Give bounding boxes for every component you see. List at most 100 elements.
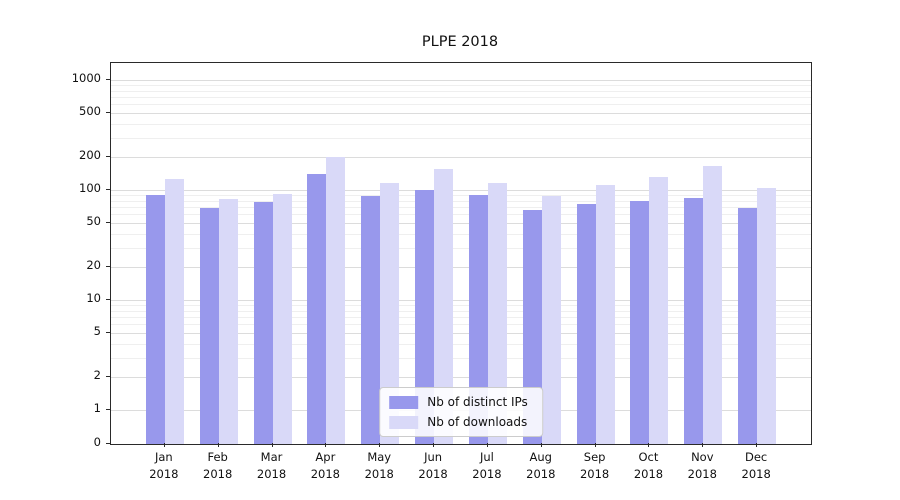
y-tick-mark xyxy=(106,222,110,224)
major-gridline-5 xyxy=(111,333,811,335)
legend: Nb of distinct IPs Nb of downloads xyxy=(379,387,543,437)
minor-gridline xyxy=(111,317,811,319)
minor-gridline xyxy=(111,214,811,216)
major-gridline-1000 xyxy=(111,80,811,81)
minor-gridline xyxy=(111,357,811,359)
minor-gridline xyxy=(111,200,811,202)
x-tick-label-sep-2018: Sep 2018 xyxy=(579,450,610,481)
minor-gridline xyxy=(111,137,811,139)
bar-distinct-ips-jan-2018 xyxy=(145,195,165,444)
y-tick-mark xyxy=(106,112,110,114)
y-tick-label-0: 0 xyxy=(93,435,101,449)
bar-distinct-ips-apr-2018 xyxy=(307,173,327,444)
x-tick-mark xyxy=(217,443,219,447)
y-tick-label-1: 1 xyxy=(93,401,101,415)
major-gridline-20 xyxy=(111,266,811,268)
y-tick-label-100: 100 xyxy=(79,181,101,195)
legend-label-downloads: Nb of downloads xyxy=(427,415,528,429)
x-tick-label-feb-2018: Feb 2018 xyxy=(203,450,233,481)
bar-distinct-ips-feb-2018 xyxy=(199,208,219,444)
y-tick-label-2: 2 xyxy=(93,367,101,382)
x-tick-mark xyxy=(379,443,381,447)
minor-gridline xyxy=(111,85,811,87)
minor-gridline xyxy=(111,305,811,307)
y-tick-mark xyxy=(106,265,110,267)
major-gridline-10 xyxy=(111,300,811,301)
bar-downloads-aug-2018 xyxy=(541,195,561,444)
x-tick-mark xyxy=(540,443,542,447)
x-tick-mark xyxy=(756,443,758,447)
x-tick-mark xyxy=(486,443,488,447)
bar-downloads-jan-2018 xyxy=(164,179,184,444)
bar-downloads-mar-2018 xyxy=(272,193,292,444)
x-tick-mark xyxy=(163,443,165,447)
minor-gridline xyxy=(111,310,811,312)
bar-distinct-ips-sep-2018 xyxy=(576,204,596,444)
x-tick-label-mar-2018: Mar 2018 xyxy=(256,450,287,481)
bar-downloads-oct-2018 xyxy=(649,177,669,444)
x-tick-label-dec-2018: Dec 2018 xyxy=(741,450,771,481)
bar-downloads-feb-2018 xyxy=(218,199,238,444)
legend-label-distinct-ips: Nb of distinct IPs xyxy=(427,395,528,409)
y-tick-mark xyxy=(106,189,110,190)
minor-gridline xyxy=(111,104,811,106)
bar-downloads-apr-2018 xyxy=(326,156,346,444)
major-gridline-500 xyxy=(111,113,811,115)
y-tick-mark xyxy=(106,155,110,157)
bar-distinct-ips-dec-2018 xyxy=(738,208,758,444)
bar-downloads-jul-2018 xyxy=(487,183,507,444)
x-tick-mark xyxy=(325,443,327,447)
y-tick-label-500: 500 xyxy=(79,104,101,119)
x-tick-label-nov-2018: Nov 2018 xyxy=(687,450,717,481)
minor-gridline xyxy=(111,247,811,249)
bar-distinct-ips-may-2018 xyxy=(361,196,381,444)
bar-distinct-ips-aug-2018 xyxy=(522,209,542,444)
bar-downloads-nov-2018 xyxy=(703,166,723,444)
y-tick-mark xyxy=(106,299,110,300)
minor-gridline xyxy=(111,90,811,92)
bar-downloads-sep-2018 xyxy=(595,184,615,444)
legend-item-downloads: Nb of downloads xyxy=(389,415,528,429)
y-tick-label-5: 5 xyxy=(93,324,101,339)
y-tick-label-50: 50 xyxy=(86,214,101,229)
y-tick-label-20: 20 xyxy=(86,257,101,272)
minor-gridline xyxy=(111,207,811,209)
x-tick-mark xyxy=(271,443,273,447)
plot-area: Nb of distinct IPs Nb of downloads xyxy=(110,62,812,445)
x-tick-mark xyxy=(594,443,596,447)
minor-gridline xyxy=(111,123,811,125)
y-tick-mark xyxy=(106,375,110,377)
bar-distinct-ips-mar-2018 xyxy=(253,202,273,444)
bar-distinct-ips-jul-2018 xyxy=(468,195,488,444)
minor-gridline xyxy=(111,195,811,197)
bar-downloads-may-2018 xyxy=(380,183,400,444)
y-tick-mark xyxy=(106,443,110,444)
y-tick-mark xyxy=(106,409,110,410)
x-tick-mark xyxy=(648,443,650,447)
y-tick-label-10: 10 xyxy=(86,291,101,305)
bar-downloads-dec-2018 xyxy=(757,187,777,444)
x-tick-label-may-2018: May 2018 xyxy=(364,450,394,481)
x-tick-mark xyxy=(702,443,704,447)
bar-downloads-jun-2018 xyxy=(434,169,454,444)
x-tick-label-jul-2018: Jul 2018 xyxy=(472,450,502,481)
y-tick-label-200: 200 xyxy=(79,147,101,162)
minor-gridline xyxy=(111,233,811,235)
y-tick-mark xyxy=(106,79,110,80)
legend-item-distinct-ips: Nb of distinct IPs xyxy=(389,395,528,409)
bar-distinct-ips-jun-2018 xyxy=(415,190,435,444)
legend-swatch-distinct-ips xyxy=(389,395,419,409)
minor-gridline xyxy=(111,343,811,345)
minor-gridline xyxy=(111,324,811,326)
bar-distinct-ips-nov-2018 xyxy=(684,197,704,444)
minor-gridline xyxy=(111,97,811,99)
major-gridline-2 xyxy=(111,376,811,378)
major-gridline-200 xyxy=(111,156,811,158)
chart-title: PLPE 2018 xyxy=(421,34,499,50)
major-gridline-100 xyxy=(111,190,811,191)
x-tick-label-jan-2018: Jan 2018 xyxy=(149,450,179,481)
x-tick-label-oct-2018: Oct 2018 xyxy=(633,450,664,481)
y-tick-label-1000: 1000 xyxy=(71,71,101,85)
x-tick-label-aug-2018: Aug 2018 xyxy=(526,450,556,481)
